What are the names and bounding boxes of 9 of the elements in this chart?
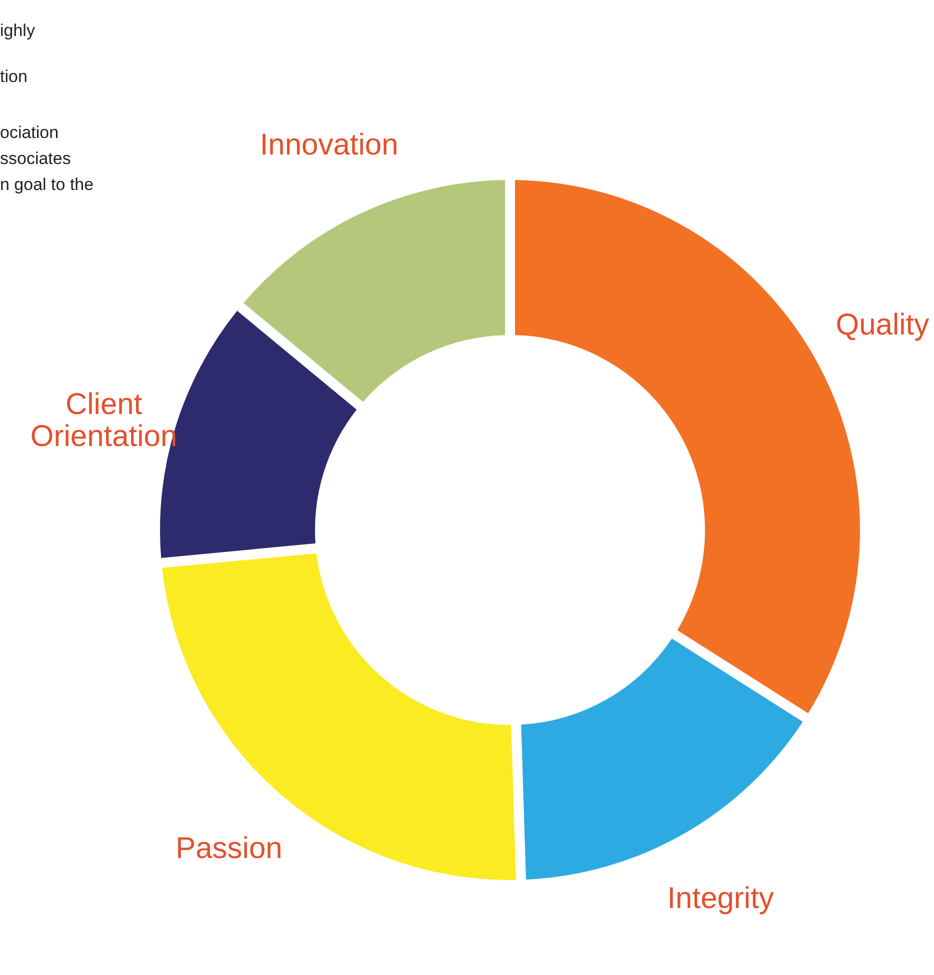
slice-label: Innovation: [260, 128, 398, 162]
text: ighly: [0, 20, 36, 42]
text: ssociates: [0, 148, 72, 170]
slice-label: Passion: [176, 832, 282, 865]
text: tion: [0, 66, 28, 88]
slice-label: Quality: [836, 308, 930, 342]
text: ociation: [0, 122, 60, 144]
text: n goal to the: [0, 174, 94, 196]
slice-label: Integrity: [667, 882, 774, 916]
